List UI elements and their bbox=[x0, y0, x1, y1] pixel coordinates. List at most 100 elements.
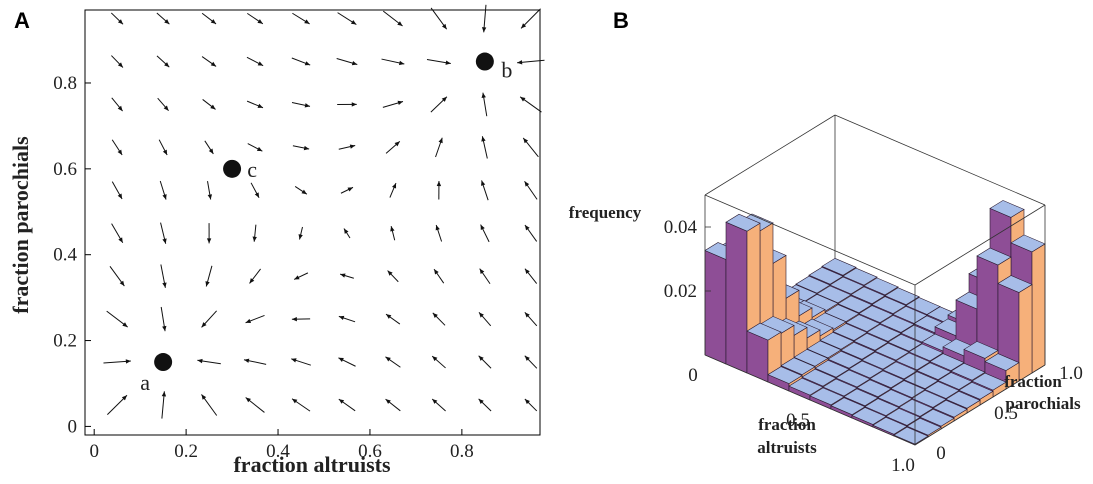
panel-b: B 0.02 0.04 0 0.5 1.0 0 0.5 1.0 frequency fract… bbox=[555, 0, 1093, 484]
field-arrow bbox=[291, 102, 311, 108]
arrow-head bbox=[524, 181, 530, 187]
arrow-head bbox=[435, 224, 440, 231]
field-arrow bbox=[246, 12, 264, 25]
y-tick-label: 0.4 bbox=[53, 245, 77, 266]
arrow-head bbox=[291, 316, 297, 322]
arrow-head bbox=[252, 236, 257, 242]
x-tick-label: 0.4 bbox=[266, 441, 290, 462]
box-edge bbox=[914, 204, 1046, 286]
field-arrow bbox=[524, 398, 538, 412]
bar-top-face bbox=[885, 408, 921, 426]
field-arrow bbox=[481, 136, 488, 159]
field-arrow bbox=[160, 306, 167, 332]
field-arrow bbox=[336, 58, 358, 66]
field-arrow bbox=[245, 397, 265, 413]
bounding-box-front bbox=[704, 194, 1046, 446]
field-arrow bbox=[382, 100, 404, 108]
arrow-head bbox=[524, 268, 530, 275]
arrow-head bbox=[245, 318, 252, 323]
bar-front-face bbox=[704, 250, 727, 365]
bar-top-face bbox=[842, 267, 878, 286]
field-arrow bbox=[158, 139, 168, 156]
arrow-head bbox=[397, 100, 403, 106]
bar-top-face bbox=[890, 380, 926, 398]
field-arrow bbox=[291, 358, 311, 366]
y-axis-label: fraction parochials bbox=[8, 136, 33, 314]
arrow-head bbox=[208, 148, 214, 154]
field-arrow bbox=[246, 56, 264, 67]
bar-top-face bbox=[725, 213, 761, 232]
field-arrow bbox=[478, 312, 492, 327]
y-tick-label: 0.6 bbox=[53, 159, 77, 180]
bar-top-face bbox=[866, 324, 902, 342]
bar-top-face bbox=[850, 286, 886, 305]
arrow-head bbox=[338, 357, 344, 362]
arrow-head bbox=[390, 226, 395, 232]
y-tick-label: 0.2 bbox=[53, 331, 77, 352]
bar-top-face bbox=[780, 357, 816, 376]
field-arrow bbox=[340, 186, 354, 194]
field-arrow bbox=[433, 268, 445, 284]
field-arrow bbox=[430, 96, 448, 113]
field-arrow bbox=[111, 139, 123, 156]
fixed-point-label: c bbox=[247, 157, 257, 182]
bar-top-face bbox=[843, 388, 879, 407]
arrow-head bbox=[294, 275, 300, 280]
y-tick-label: 0 bbox=[936, 443, 946, 464]
bar-top-face bbox=[795, 275, 831, 294]
arrow-head bbox=[298, 234, 303, 240]
arrow-head bbox=[340, 273, 346, 278]
bar-top-face bbox=[858, 305, 894, 323]
bar-top-face bbox=[903, 371, 939, 390]
arrow-head bbox=[197, 358, 203, 364]
x-axis-label: fraction altruists bbox=[233, 452, 390, 477]
bar-top-face bbox=[864, 398, 900, 416]
field-arrow bbox=[481, 4, 487, 33]
bar-top-face bbox=[856, 379, 892, 398]
field-arrow bbox=[246, 100, 264, 109]
arrow-head bbox=[304, 61, 311, 66]
arrow-head bbox=[392, 183, 397, 189]
bar-top-face bbox=[984, 353, 1020, 371]
bar-top-face bbox=[916, 362, 952, 381]
bar-top-face bbox=[840, 341, 876, 360]
field-arrow bbox=[337, 102, 357, 107]
arrow-head bbox=[162, 238, 167, 244]
bar-top-face bbox=[911, 390, 947, 408]
bar-top-face bbox=[863, 277, 899, 296]
field-arrow bbox=[524, 312, 538, 327]
bar-side-face bbox=[1018, 283, 1033, 382]
x-tick-label: 0.2 bbox=[174, 441, 198, 462]
x-tick-label: 0.5 bbox=[786, 410, 810, 431]
bar-top-face bbox=[895, 352, 931, 371]
arrow-head bbox=[397, 21, 403, 27]
field-arrow bbox=[107, 394, 128, 415]
bar-top-face bbox=[919, 408, 955, 427]
arrow-head bbox=[478, 355, 484, 361]
arrow-head bbox=[117, 193, 123, 199]
field-arrow bbox=[205, 265, 213, 287]
bar-top-face bbox=[887, 333, 923, 352]
z-tick-label: 0.02 bbox=[664, 281, 697, 302]
arrow-head bbox=[122, 322, 128, 328]
arrow-head bbox=[118, 237, 123, 243]
arrow-head bbox=[479, 268, 485, 274]
field-arrow bbox=[293, 272, 309, 280]
arrow-head bbox=[117, 19, 124, 25]
field-arrow bbox=[337, 12, 357, 25]
field-arrow bbox=[478, 355, 492, 369]
arrow-head bbox=[162, 282, 167, 288]
x-tick-label: 0 bbox=[89, 441, 99, 462]
arrow-head bbox=[162, 194, 167, 200]
bar-top-face bbox=[832, 323, 868, 341]
field-arrow bbox=[435, 137, 443, 158]
arrow-head bbox=[162, 149, 168, 156]
bar-top-face bbox=[898, 399, 934, 417]
field-arrow bbox=[291, 316, 311, 322]
field-arrow bbox=[524, 268, 538, 284]
field-arrow bbox=[201, 12, 217, 25]
bar-top-face bbox=[945, 390, 981, 409]
field-arrow bbox=[524, 224, 538, 242]
histogram-3d-chart: B 0.02 0.04 0 0.5 1.0 0 0.5 1.0 frequency fract… bbox=[569, 8, 1083, 476]
bar-top-face bbox=[869, 370, 905, 389]
